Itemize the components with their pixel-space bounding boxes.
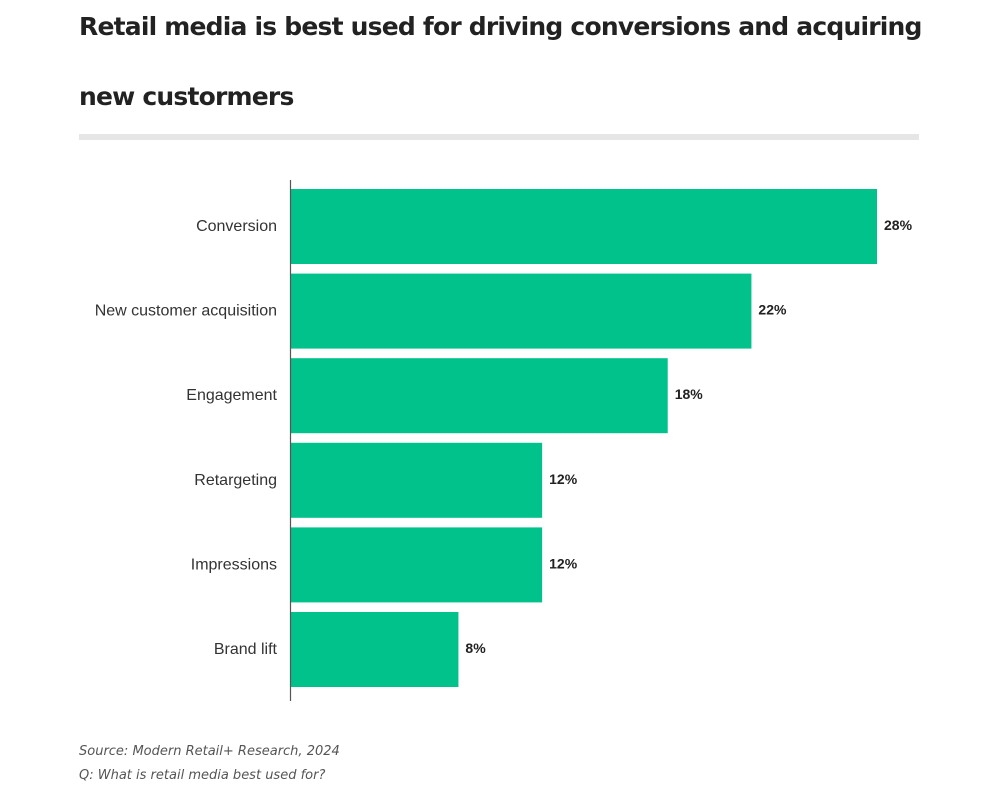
value-label-new-customer-acquisition: 22%: [758, 302, 787, 318]
category-label-engagement: Engagement: [186, 387, 277, 404]
chart-title-line-1: Retail media is best used for driving co…: [79, 12, 922, 41]
category-label-retargeting: Retargeting: [194, 472, 277, 489]
category-label-brand-lift: Brand lift: [214, 641, 278, 658]
chart-source: Source: Modern Retail+ Research, 2024: [79, 744, 340, 759]
title-divider: [79, 134, 919, 140]
category-label-impressions: Impressions: [191, 556, 277, 573]
bar-brand-lift: [291, 612, 459, 687]
value-label-conversion: 28%: [884, 217, 913, 233]
bar-new-customer-acquisition: [291, 273, 752, 349]
chart-title-line-2: new custormers: [79, 82, 294, 111]
bar-retargeting: [291, 442, 543, 518]
category-label-new-customer-acquisition: New customer acquisition: [95, 303, 277, 320]
bar-impressions: [291, 527, 543, 603]
value-label-retargeting: 12%: [549, 471, 578, 487]
value-label-brand-lift: 8%: [465, 640, 486, 656]
value-label-impressions: 12%: [549, 555, 578, 571]
survey-question: Q: What is retail media best used for?: [79, 768, 326, 783]
category-label-conversion: Conversion: [196, 218, 277, 235]
bar-engagement: [291, 358, 668, 434]
bar-conversion: [291, 189, 877, 264]
value-label-engagement: 18%: [675, 386, 704, 402]
